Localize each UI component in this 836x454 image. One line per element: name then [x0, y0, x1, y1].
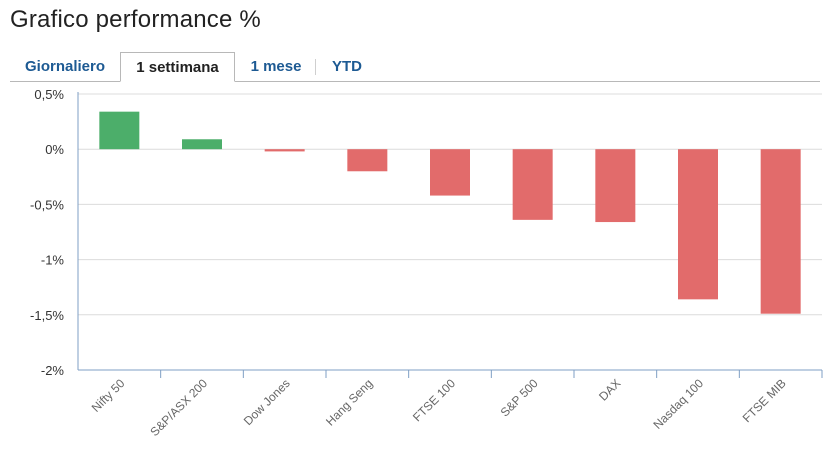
bar-s-p-500	[512, 149, 553, 220]
tab-giornaliero[interactable]: Giornaliero	[24, 58, 106, 75]
x-tick-label: DAX	[596, 376, 623, 403]
bar-nifty-50	[99, 111, 140, 150]
page-title: Grafico performance %	[10, 6, 261, 33]
tab-1-settimana[interactable]: 1 settimana	[120, 52, 235, 82]
y-tick-label: 0%	[45, 142, 64, 157]
performance-bar-chart: 0,5% 0% -0,5% -1% -1,5% -2% Nifty 50 S&P/ASX 20…	[30, 87, 823, 439]
x-tick-label: Hang Seng	[323, 376, 375, 428]
y-tick-label: -1%	[41, 253, 65, 268]
bar-hang-seng	[347, 149, 388, 172]
tab-ytd[interactable]: YTD	[332, 58, 362, 75]
tab-separator	[315, 59, 316, 75]
x-tick-label: FTSE MIB	[740, 376, 789, 425]
bar-nasdaq-100	[678, 149, 718, 300]
bar-s-p-asx-200	[182, 139, 222, 150]
bar-ftse-mib	[760, 149, 801, 314]
x-tick-label: S&P/ASX 200	[147, 376, 210, 439]
y-tick-label: 0,5%	[34, 87, 64, 102]
y-tick-label: -1,5%	[30, 308, 64, 323]
bar-dax	[595, 149, 636, 223]
tab-1-mese[interactable]: 1 mese	[250, 58, 302, 75]
y-tick-label: -2%	[41, 363, 65, 378]
period-tabs: Giornaliero 1 settimana 1 mese YTD	[10, 52, 820, 82]
x-tick-label: S&P 500	[498, 376, 541, 419]
x-tick-label: Nifty 50	[89, 376, 128, 415]
bar-ftse-100	[430, 149, 470, 196]
x-tick-label: Dow Jones	[241, 376, 293, 428]
x-tick-label: FTSE 100	[410, 376, 458, 424]
x-tick-label: Nasdaq 100	[650, 376, 706, 432]
bar-dow-jones	[264, 149, 305, 152]
y-tick-label: -0,5%	[30, 197, 64, 212]
